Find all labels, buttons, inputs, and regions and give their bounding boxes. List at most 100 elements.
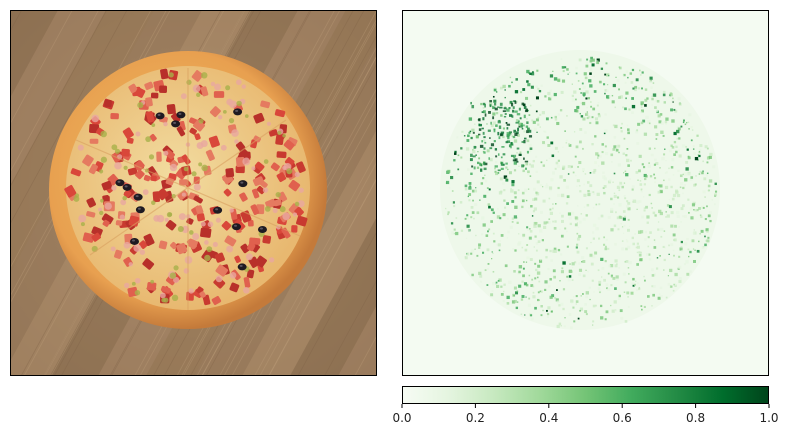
heatmap-speckle	[658, 120, 662, 124]
heatmap-speckle	[587, 115, 591, 119]
tomato-piece	[143, 174, 151, 182]
heatmap-speckle	[482, 177, 485, 180]
heatmap-speckle	[568, 275, 572, 278]
tomato-piece	[253, 112, 265, 124]
heatmap-speckle	[669, 268, 673, 273]
heatmap-speckle	[622, 226, 624, 229]
heatmap-speckle	[531, 119, 534, 122]
heatmap-speckle	[651, 207, 653, 209]
heatmap-speckle	[487, 230, 489, 233]
heatmap-speckle	[506, 127, 509, 130]
heatmap-speckle	[604, 89, 608, 92]
heatmap-speckle	[483, 129, 486, 132]
heatmap-speckle	[571, 279, 574, 281]
heatmap-speckle	[492, 116, 495, 120]
heatmap-speckle	[537, 116, 540, 119]
heatmap-speckle	[500, 292, 504, 296]
heatmap-speckle	[552, 249, 556, 253]
heatmap-speckle	[585, 97, 588, 100]
heatmap-speckle	[551, 171, 556, 175]
heatmap-speckle	[687, 155, 690, 158]
heatmap-speckle	[520, 298, 524, 301]
pepper-piece	[222, 109, 227, 114]
heatmap-speckle	[480, 182, 484, 185]
heatmap-speckle	[522, 233, 526, 237]
heatmap-speckle	[627, 201, 631, 205]
heatmap-speckle	[640, 190, 643, 193]
heatmap-speckle	[452, 201, 455, 204]
heatmap-speckle	[514, 196, 517, 199]
heatmap-speckle	[560, 270, 564, 274]
heatmap-speckle	[591, 116, 594, 119]
heatmap-speckle	[575, 66, 578, 70]
heatmap-speckle	[488, 188, 491, 191]
heatmap-speckle	[627, 228, 630, 232]
heatmap-speckle	[587, 193, 591, 197]
pepper-piece	[191, 171, 197, 177]
heatmap-speckle	[511, 180, 515, 184]
heatmap-speckle	[714, 190, 718, 193]
heatmap-speckle	[607, 215, 611, 219]
heatmap-speckle	[574, 216, 578, 220]
heatmap-speckle	[540, 84, 543, 87]
heatmap-speckle	[494, 160, 498, 164]
heatmap-speckle	[695, 175, 697, 177]
heatmap-speckle	[472, 149, 476, 153]
pepper-piece	[122, 195, 127, 201]
heatmap-speckle	[532, 210, 536, 213]
heatmap-speckle	[700, 229, 704, 233]
heatmap-speckle	[466, 226, 470, 230]
heatmap-speckle	[672, 193, 677, 198]
ham-piece	[282, 212, 290, 221]
heatmap-speckle	[625, 70, 629, 73]
heatmap-speckle	[653, 239, 656, 241]
heatmap-speckle	[582, 147, 584, 150]
heatmap-speckle	[631, 188, 634, 191]
heatmap-speckle	[592, 237, 595, 240]
heatmap-speckle	[535, 85, 538, 88]
heatmap-speckle	[688, 255, 690, 258]
heatmap-speckle	[492, 95, 495, 98]
heatmap-speckle	[567, 212, 572, 216]
heatmap-speckle	[506, 134, 510, 138]
heatmap-speckle	[479, 274, 483, 278]
heatmap-speckle	[632, 242, 635, 246]
tomato-piece	[142, 258, 155, 270]
heatmap-speckle	[505, 178, 509, 182]
heatmap-speckle	[638, 287, 641, 291]
ham-piece	[98, 207, 103, 212]
heatmap-speckle	[589, 72, 592, 75]
heatmap-speckle	[499, 106, 503, 109]
heatmap-speckle	[489, 158, 493, 162]
heatmap-speckle	[539, 184, 543, 187]
heatmap-speckle	[506, 132, 510, 136]
tomato-piece	[202, 294, 211, 306]
heatmap-speckle	[535, 155, 538, 158]
pepper-piece	[186, 79, 192, 85]
heatmap-speckle	[579, 185, 581, 187]
heatmap-speckle	[504, 264, 508, 268]
heatmap-speckle	[683, 172, 688, 176]
tomato-piece	[288, 179, 301, 192]
tomato-piece	[150, 175, 157, 182]
heatmap-speckle	[620, 223, 622, 225]
heatmap-speckle	[597, 157, 599, 159]
heatmap-speckle	[569, 326, 573, 330]
heatmap-speckle	[687, 248, 690, 251]
heatmap-speckle	[550, 116, 553, 119]
olive	[238, 180, 248, 188]
heatmap-speckle	[573, 131, 576, 133]
heatmap-speckle	[460, 147, 463, 150]
tomato-piece	[195, 205, 204, 215]
heatmap-speckle	[644, 104, 647, 107]
heatmap-speckle	[503, 175, 508, 179]
olive	[129, 237, 139, 245]
pepper-piece	[275, 191, 281, 198]
heatmap-speckle	[537, 224, 541, 228]
heatmap-speckle	[510, 132, 514, 136]
heatmap-speckle	[525, 283, 529, 287]
tomato-piece	[189, 127, 197, 135]
heatmap-speckle	[655, 161, 659, 166]
heatmap-speckle	[606, 287, 608, 290]
heatmap-speckle	[673, 283, 675, 286]
